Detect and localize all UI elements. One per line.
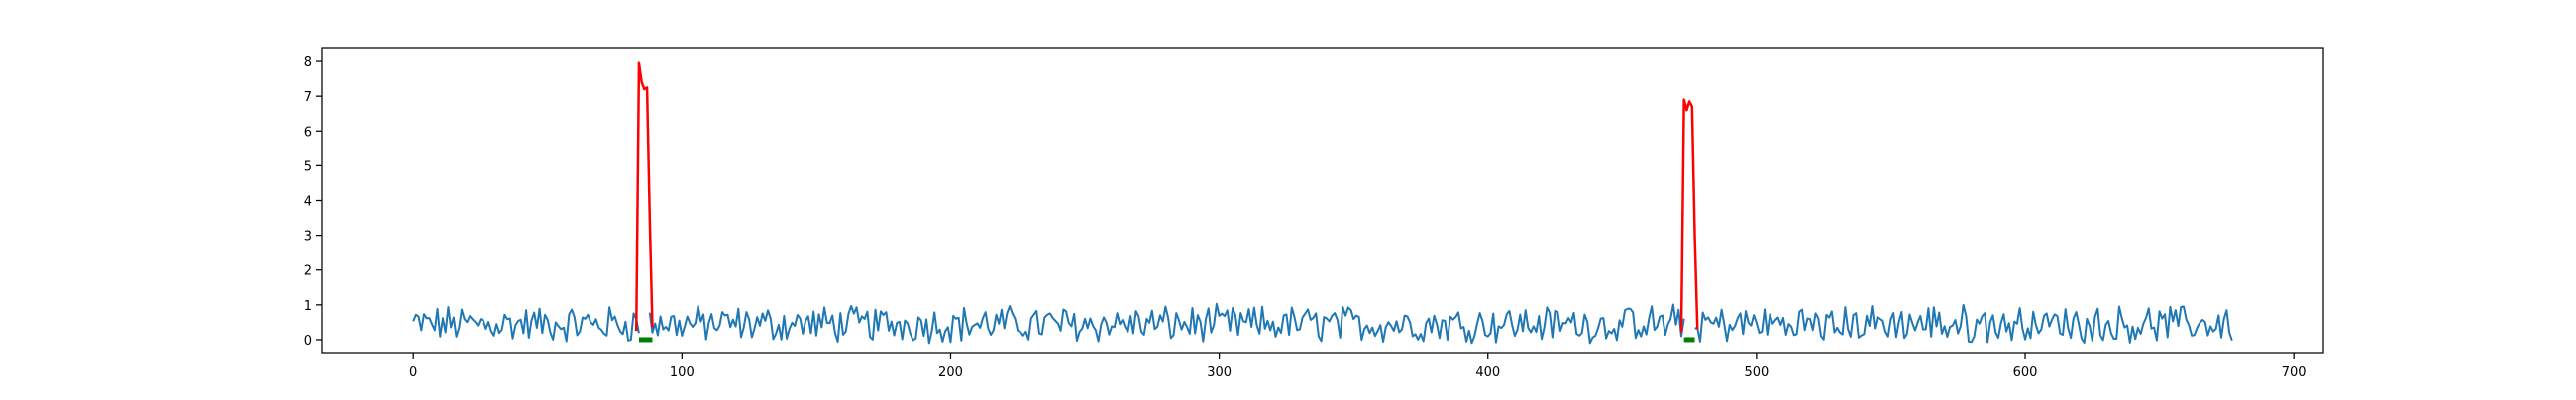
x-axis: 0 100 200 300 400 500 600 700 [409, 353, 2307, 380]
y-tick-label: 7 [304, 90, 312, 105]
plot-area [412, 61, 2233, 345]
x-tick-label: 600 [2013, 365, 2038, 380]
x-tick-label: 100 [670, 365, 695, 380]
series-line-blue [1694, 303, 2233, 344]
x-tick-label: 500 [1744, 365, 1769, 380]
y-tick-label: 1 [304, 299, 312, 314]
y-tick-label: 4 [304, 195, 312, 210]
x-tick-label: 200 [938, 365, 963, 380]
x-tick-label: 700 [2282, 365, 2307, 380]
x-tick-label: 400 [1475, 365, 1500, 380]
y-tick-label: 2 [304, 264, 312, 279]
y-tick-label: 8 [304, 55, 312, 70]
series-line-blue [648, 302, 1685, 345]
series-line-red [1679, 98, 1699, 333]
y-tick-label: 6 [304, 125, 312, 140]
y-tick-label: 3 [304, 230, 312, 245]
y-tick-label: 0 [304, 334, 312, 349]
series-line-red [634, 61, 654, 332]
x-tick-label: 0 [409, 365, 417, 380]
y-axis: 0 1 2 3 4 5 6 7 8 [304, 55, 322, 349]
y-tick-label: 5 [304, 159, 312, 174]
series-line-blue [412, 306, 640, 343]
x-tick-label: 300 [1207, 365, 1232, 380]
